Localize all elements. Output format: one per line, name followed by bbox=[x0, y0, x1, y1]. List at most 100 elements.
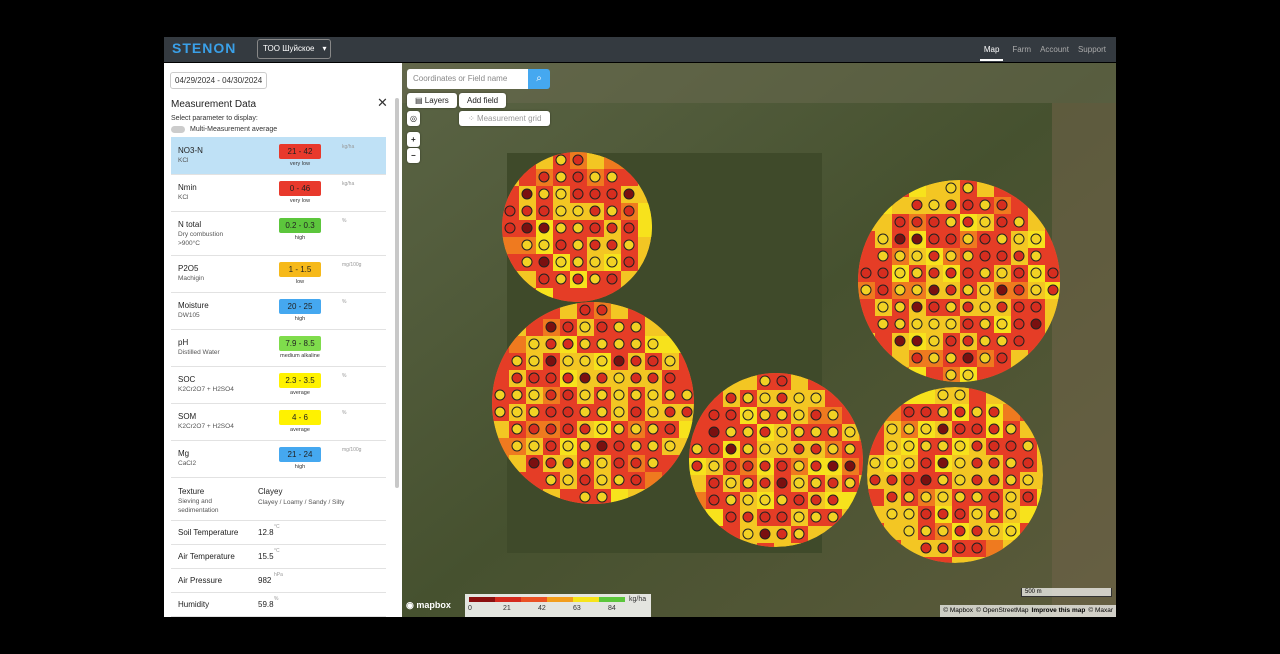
sample-point bbox=[886, 491, 898, 503]
sample-point bbox=[996, 318, 1008, 330]
sample-point bbox=[920, 457, 932, 469]
attribution-item[interactable]: Improve this map bbox=[1031, 607, 1086, 614]
param-row[interactable]: N total Dry combustion >900°C 0.2 - 0.3 high… bbox=[171, 211, 386, 256]
reading-name: Humidity bbox=[178, 600, 210, 609]
sample-point bbox=[664, 406, 676, 418]
sample-point bbox=[691, 443, 703, 455]
sample-point bbox=[979, 318, 991, 330]
param-name: Nmin bbox=[178, 183, 197, 192]
sample-point bbox=[562, 355, 574, 367]
nav: Map Farm Account Support bbox=[979, 37, 1106, 62]
sample-point bbox=[894, 267, 906, 279]
locate-button[interactable]: ◎ bbox=[407, 111, 420, 126]
param-method: Machigin bbox=[178, 275, 205, 282]
close[interactable]: ✕ bbox=[377, 95, 388, 110]
texture-row[interactable]: Texture Sieving and sedimentation Clayey Cla… bbox=[171, 477, 386, 521]
sample-point bbox=[555, 273, 567, 285]
grid-button[interactable]: ⁘ Measurement grid bbox=[459, 111, 551, 126]
scrollbar[interactable] bbox=[395, 98, 399, 488]
sample-point bbox=[793, 511, 805, 523]
sample-point bbox=[776, 375, 788, 387]
sample-point bbox=[979, 216, 991, 228]
nav-link[interactable]: Map bbox=[979, 38, 1004, 61]
param-name: SOM bbox=[178, 412, 197, 421]
nav-link[interactable]: Support bbox=[1077, 45, 1106, 54]
sample-point bbox=[630, 321, 642, 333]
param-method: Sieving and bbox=[178, 498, 212, 505]
sample-point bbox=[776, 426, 788, 438]
param-row[interactable]: SOC K2Cr2O7 + H2SO4 2.3 - 3.5 average% bbox=[171, 366, 386, 404]
add-field-button[interactable]: Add field bbox=[459, 93, 507, 108]
sample-point bbox=[613, 321, 625, 333]
sample-point bbox=[911, 301, 923, 313]
sample-point bbox=[1030, 318, 1042, 330]
zone bbox=[502, 237, 519, 254]
sample-point bbox=[759, 460, 771, 472]
param-name: P2O5 bbox=[178, 264, 199, 273]
sample-point bbox=[903, 406, 915, 418]
sample-point bbox=[911, 199, 923, 211]
sample-point bbox=[903, 440, 915, 452]
sample-point bbox=[759, 443, 771, 455]
sample-point bbox=[606, 171, 618, 183]
sample-point bbox=[996, 216, 1008, 228]
sample-point bbox=[996, 199, 1008, 211]
caret: ▾ bbox=[322, 44, 327, 53]
zone bbox=[638, 220, 652, 237]
legend: 0 21 42 63 84 kg/ha bbox=[465, 594, 651, 617]
sample-point bbox=[589, 171, 601, 183]
zoom-out[interactable]: − bbox=[407, 148, 420, 163]
sample-point bbox=[1013, 267, 1025, 279]
sample-point bbox=[1022, 491, 1034, 503]
sample-point bbox=[1022, 474, 1034, 486]
sample-point bbox=[911, 335, 923, 347]
sample-point bbox=[579, 457, 591, 469]
nav-link[interactable]: Farm bbox=[1012, 45, 1032, 54]
sample-point bbox=[928, 301, 940, 313]
farm-select[interactable]: ТОО Шуйское ▾ bbox=[257, 39, 332, 59]
search-button[interactable]: ⌕ bbox=[528, 69, 550, 89]
sample-point bbox=[911, 284, 923, 296]
brand[interactable]: STENON bbox=[172, 40, 237, 56]
sample-point bbox=[776, 494, 788, 506]
sample-point bbox=[894, 216, 906, 228]
param-row[interactable]: NO3-N KCl 21 - 42 very low kg/ha bbox=[171, 137, 386, 175]
range-badge: 0 - 46 bbox=[279, 181, 321, 196]
texture-value: Clayey bbox=[258, 487, 283, 496]
sample-point bbox=[521, 256, 533, 268]
layers-button[interactable]: ▤ Layers bbox=[407, 93, 457, 108]
sample-point bbox=[920, 423, 932, 435]
sample-point bbox=[911, 352, 923, 364]
sample-point bbox=[647, 440, 659, 452]
param-row[interactable]: Nmin KCl 0 - 46 very low kg/ha bbox=[171, 174, 386, 212]
sample-point bbox=[545, 440, 557, 452]
date-range[interactable]: 04/29/2024 - 04/30/2024 bbox=[170, 72, 268, 89]
search-input[interactable]: Coordinates or Field name bbox=[407, 69, 533, 89]
sample-point bbox=[1005, 508, 1017, 520]
sample-point bbox=[920, 474, 932, 486]
sample-point bbox=[555, 188, 567, 200]
sample-point bbox=[793, 528, 805, 540]
unit: mg/100g bbox=[342, 262, 362, 268]
reading-row: Humidity 59.8% bbox=[171, 592, 386, 617]
grid-label: Measurement grid bbox=[476, 114, 542, 123]
toggle[interactable] bbox=[171, 126, 185, 133]
sample-point bbox=[920, 406, 932, 418]
sample-point bbox=[945, 301, 957, 313]
sample-point bbox=[562, 406, 574, 418]
nav-link[interactable]: Account bbox=[1040, 45, 1069, 54]
reading-unit: °C bbox=[274, 524, 280, 530]
sample-point bbox=[877, 233, 889, 245]
sample-point bbox=[877, 267, 889, 279]
param-row[interactable]: pH Distilled Water 7.9 - 8.5 medium alkalin… bbox=[171, 329, 386, 367]
rating: average bbox=[290, 390, 310, 396]
param-row[interactable]: Mg CaCl2 21 - 24 high mg/100g bbox=[171, 440, 386, 478]
param-row[interactable]: Moisture DW105 20 - 25 high% bbox=[171, 292, 386, 330]
sample-point bbox=[810, 511, 822, 523]
sample-point bbox=[793, 409, 805, 421]
param-row[interactable]: SOM K2Cr2O7 + H2SO4 4 - 6 average% bbox=[171, 403, 386, 441]
sample-point bbox=[793, 460, 805, 472]
param-row[interactable]: P2O5 Machigin 1 - 1.5 low mg/100g bbox=[171, 255, 386, 293]
zoom-in[interactable]: + bbox=[407, 132, 420, 147]
sample-point bbox=[579, 406, 591, 418]
